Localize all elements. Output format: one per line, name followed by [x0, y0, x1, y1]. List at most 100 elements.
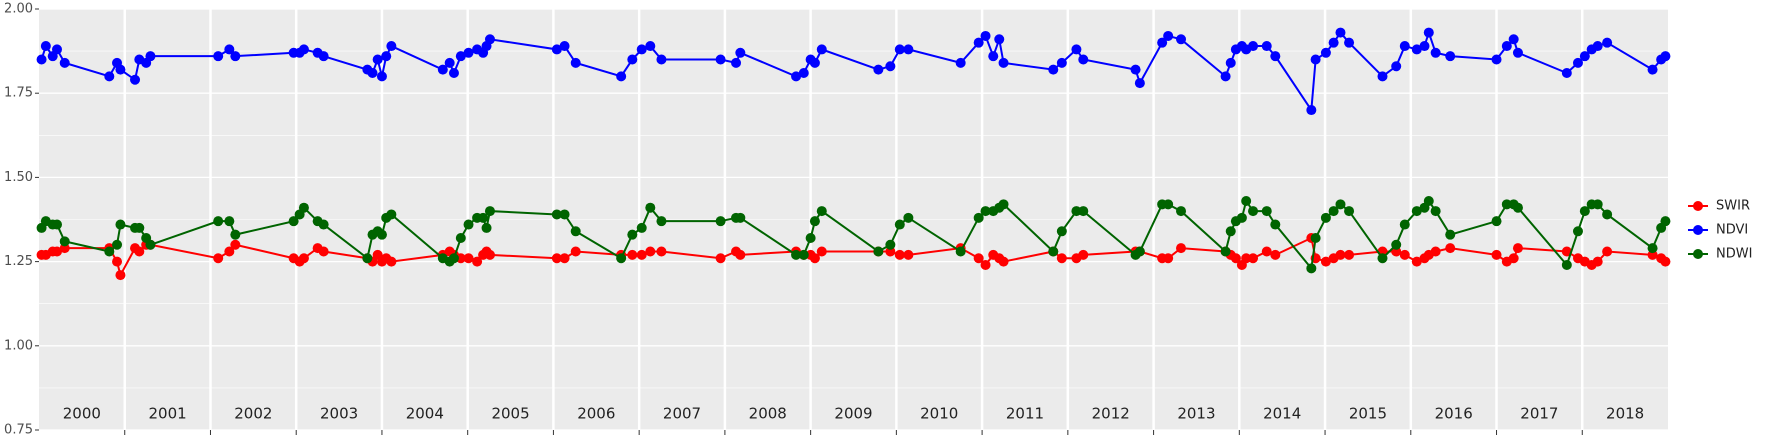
point — [381, 51, 392, 62]
point — [1423, 27, 1434, 38]
point — [735, 47, 746, 58]
point — [1335, 249, 1346, 260]
y-tick-label: 1.75 — [4, 86, 33, 101]
point — [1501, 199, 1512, 210]
point — [1048, 246, 1059, 257]
point — [731, 57, 742, 68]
point — [873, 64, 884, 75]
point — [134, 246, 145, 257]
point — [36, 54, 47, 65]
point — [1071, 206, 1082, 217]
point — [816, 246, 827, 257]
point — [894, 249, 905, 260]
point — [551, 44, 562, 55]
year-label: 2012 — [1092, 405, 1130, 423]
point — [798, 249, 809, 260]
point — [715, 54, 726, 65]
point — [472, 256, 483, 267]
point — [1579, 206, 1590, 217]
point — [1512, 243, 1523, 254]
point — [1220, 71, 1231, 82]
point — [973, 253, 984, 264]
point — [1241, 195, 1252, 206]
point — [1078, 249, 1089, 260]
year-label: 2008 — [749, 405, 787, 423]
point — [998, 199, 1009, 210]
point — [1163, 253, 1174, 264]
year-label: 2014 — [1263, 405, 1301, 423]
point — [791, 249, 802, 260]
point — [1602, 37, 1613, 48]
point — [213, 216, 224, 227]
legend-label: NDWI — [1716, 247, 1752, 262]
point — [1048, 64, 1059, 75]
point — [448, 253, 459, 264]
point — [1377, 71, 1388, 82]
point — [616, 71, 627, 82]
point — [1176, 34, 1187, 45]
y-tick-label: 1.50 — [4, 170, 33, 185]
point — [559, 209, 570, 220]
point — [52, 246, 63, 257]
point — [1320, 256, 1331, 267]
point — [1335, 27, 1346, 38]
year-label: 2003 — [320, 405, 358, 423]
point — [809, 57, 820, 68]
legend-key-point — [1693, 225, 1703, 235]
point — [903, 212, 914, 223]
year-label: 2007 — [663, 405, 701, 423]
point — [715, 253, 726, 264]
point — [1660, 51, 1671, 62]
point — [1261, 41, 1272, 52]
point — [1660, 256, 1671, 267]
point — [145, 51, 156, 62]
year-label: 2001 — [149, 405, 187, 423]
point — [455, 51, 466, 62]
point — [1508, 253, 1519, 264]
point — [809, 253, 820, 264]
point — [636, 44, 647, 55]
point — [1647, 243, 1658, 254]
point — [437, 64, 448, 75]
point — [894, 219, 905, 230]
point — [570, 226, 581, 237]
point — [455, 233, 466, 244]
point — [1411, 44, 1422, 55]
point — [1399, 219, 1410, 230]
point — [1430, 47, 1441, 58]
point — [1236, 212, 1247, 223]
point — [1163, 30, 1174, 41]
point — [955, 246, 966, 257]
point — [715, 216, 726, 227]
point — [134, 222, 145, 233]
point — [559, 253, 570, 264]
point — [376, 71, 387, 82]
point — [1344, 37, 1355, 48]
point — [551, 253, 562, 264]
y-tick-label: 1.00 — [4, 338, 33, 353]
point — [230, 239, 241, 250]
y-tick-label: 2.00 — [4, 2, 33, 17]
point — [1078, 206, 1089, 217]
point — [1602, 246, 1613, 257]
point — [1225, 226, 1236, 237]
point — [59, 57, 70, 68]
point — [298, 253, 309, 264]
legend-label: NDVI — [1716, 223, 1748, 238]
point — [1512, 202, 1523, 213]
point — [318, 219, 329, 230]
point — [1306, 105, 1317, 116]
year-label: 2005 — [491, 405, 529, 423]
point — [1508, 34, 1519, 45]
point — [627, 249, 638, 260]
series — [36, 27, 1671, 116]
point — [298, 202, 309, 213]
legend-key-point — [1693, 201, 1703, 211]
year-label: 2013 — [1177, 405, 1215, 423]
point — [376, 229, 387, 240]
year-label: 2004 — [406, 405, 444, 423]
point — [1419, 41, 1430, 52]
point — [994, 34, 1005, 45]
point — [463, 47, 474, 58]
point — [980, 259, 991, 270]
